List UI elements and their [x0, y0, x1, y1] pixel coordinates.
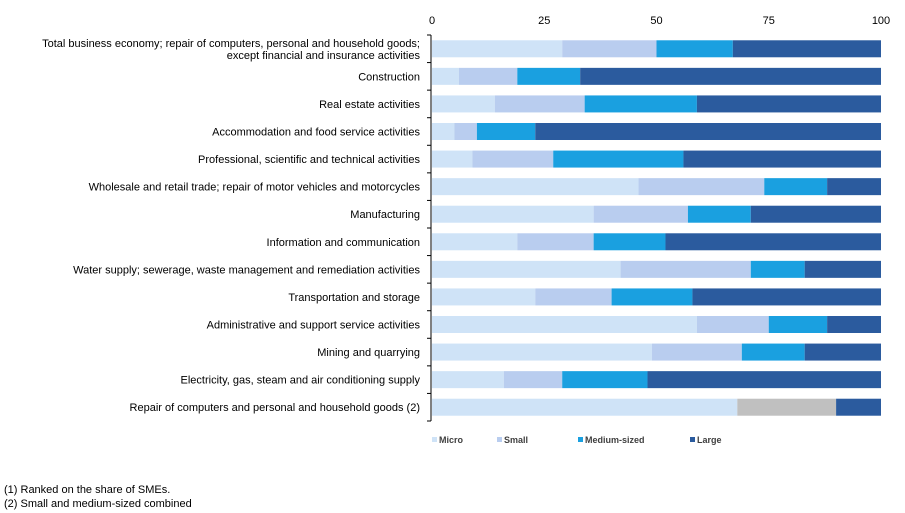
bar-large [836, 398, 881, 416]
bar-large [692, 288, 881, 306]
x-tick-label: 25 [538, 15, 550, 27]
category-label: Wholesale and retail trade; repair of mo… [89, 182, 421, 194]
bar-medium-sized [553, 150, 684, 168]
bar-large [827, 316, 881, 333]
bar-large [665, 233, 881, 251]
bar-small [652, 343, 742, 361]
bar-small [458, 67, 518, 85]
category-label: Construction [358, 71, 420, 83]
category-label: Water supply; sewerage, waste management… [73, 264, 420, 276]
bar-small [638, 178, 765, 196]
legend-label: Micro [439, 435, 464, 445]
legend-swatch-large [690, 437, 695, 442]
legend-swatch-small [497, 437, 502, 442]
bar-micro [432, 288, 536, 306]
bar-micro [432, 123, 455, 140]
bar-sme-combined [737, 398, 837, 416]
category-label: Accommodation and food service activitie… [212, 127, 420, 139]
bar-medium-sized [656, 40, 733, 58]
category-label: Transportation and storage [288, 292, 420, 304]
bar-small [696, 316, 769, 333]
bar-medium-sized [476, 123, 536, 140]
category-label: Total business economy; repair of comput… [42, 38, 420, 50]
bar-micro [432, 316, 697, 333]
bar-micro [432, 95, 495, 113]
x-tick-label: 0 [429, 15, 435, 27]
category-label: Administrative and support service activ… [207, 320, 421, 332]
category-label: Electricity, gas, steam and air conditio… [181, 375, 421, 387]
bar-large [535, 123, 881, 140]
legend-label: Small [504, 435, 528, 445]
bar-medium-sized [593, 233, 666, 251]
bar-small [535, 288, 612, 306]
bar-small [494, 95, 585, 113]
bar-large [696, 95, 881, 113]
bar-micro [432, 150, 473, 168]
bar-small [620, 260, 751, 278]
bar-large [732, 40, 881, 58]
category-label: Mining and quarrying [317, 347, 420, 359]
x-tick-label: 100 [872, 15, 890, 27]
bar-micro [432, 178, 639, 196]
bar-large [827, 178, 881, 196]
footnote-2: (2) Small and medium-sized combined [4, 498, 192, 510]
bar-medium-sized [562, 371, 648, 389]
bar-large [580, 67, 881, 85]
bar-medium-sized [687, 205, 751, 223]
bar-micro [432, 233, 518, 251]
bar-micro [432, 67, 459, 85]
category-label: Information and communication [267, 237, 420, 249]
bar-small [562, 40, 657, 58]
bar-small [593, 205, 688, 223]
x-tick-label: 75 [763, 15, 775, 27]
bar-large [804, 260, 881, 278]
bar-large [683, 150, 881, 168]
bar-medium-sized [611, 288, 693, 306]
bar-micro [432, 371, 504, 389]
legend-swatch-medium-sized [578, 437, 583, 442]
bar-small [454, 123, 477, 140]
footnote-1: (1) Ranked on the share of SMEs. [4, 484, 171, 496]
bar-large [750, 205, 881, 223]
bar-micro [432, 398, 738, 416]
category-label: Professional, scientific and technical a… [198, 154, 420, 166]
category-label: Real estate activities [319, 99, 420, 111]
bar-small [503, 371, 563, 389]
bar-micro [432, 260, 621, 278]
bar-small [517, 233, 594, 251]
bar-micro [432, 205, 594, 223]
bar-medium-sized [741, 343, 805, 361]
category-label: Repair of computers and personal and hou… [130, 402, 420, 414]
bar-small [472, 150, 554, 168]
category-label: Manufacturing [350, 209, 420, 221]
legend-label: Medium-sized [585, 435, 645, 445]
bar-micro [432, 40, 563, 58]
bar-large [804, 343, 881, 361]
bar-medium-sized [750, 260, 805, 278]
category-label: except financial and insurance activitie… [227, 50, 421, 62]
bar-medium-sized [764, 178, 828, 196]
bar-large [647, 371, 881, 389]
legend-swatch-micro [432, 437, 437, 442]
x-tick-label: 50 [650, 15, 662, 27]
bar-medium-sized [517, 67, 581, 85]
bar-medium-sized [584, 95, 697, 113]
bar-micro [432, 343, 653, 361]
bar-medium-sized [768, 316, 828, 333]
legend-label: Large [697, 435, 722, 445]
